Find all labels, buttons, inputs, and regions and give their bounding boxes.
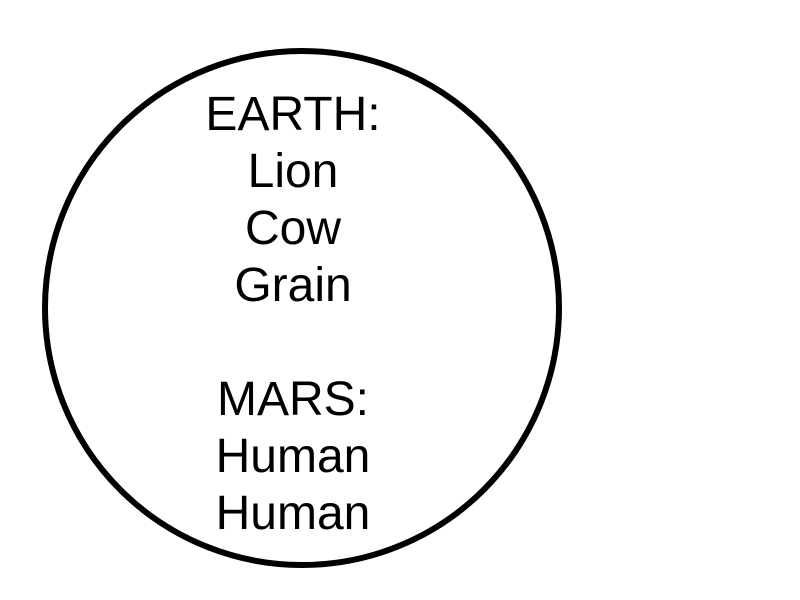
earth-item-lion: Lion	[247, 145, 339, 198]
mars-item-human-2: Human	[215, 487, 371, 540]
mars-heading: MARS:	[216, 373, 369, 426]
circle-label-stack: EARTH: Lion Cow Grain MARS: Human Human	[168, 86, 418, 542]
earth-heading: EARTH:	[205, 88, 381, 141]
earth-item-grain: Grain	[234, 259, 352, 312]
mars-item-human-1: Human	[215, 430, 371, 483]
outer-circle	[42, 48, 562, 568]
section-gap	[168, 314, 418, 371]
earth-item-cow: Cow	[244, 202, 342, 255]
